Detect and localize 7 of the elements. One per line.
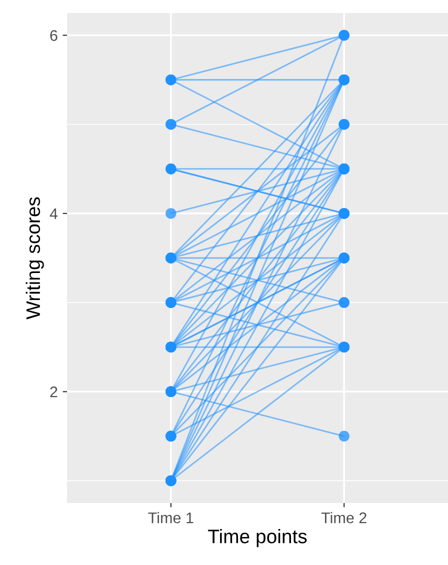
y-tick-label: 6 [50,30,58,41]
x-tick-label: Time 1 [148,512,194,524]
x-tick-label: Time 2 [321,512,366,524]
x-axis-title: Time points [208,529,307,548]
y-tick-label: 4 [50,208,58,219]
y-axis-title: Writing scores [26,197,44,320]
y-tick-label: 2 [50,386,58,398]
